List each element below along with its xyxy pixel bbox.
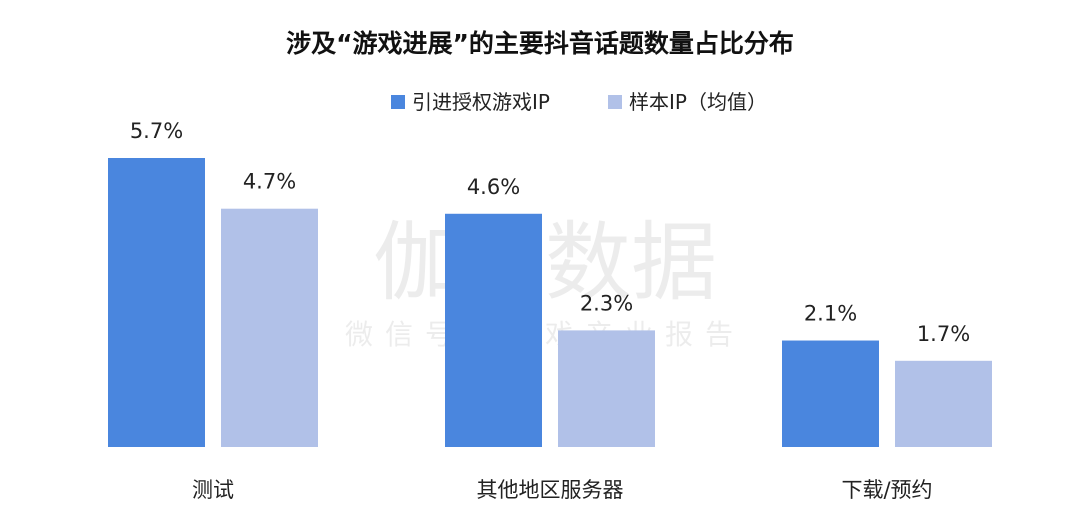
legend-item-series-2: 样本IP（均值）: [608, 90, 767, 114]
category-label-1: 测试: [192, 478, 234, 502]
bar-2-3: [895, 360, 992, 447]
value-label-1-2: 4.6%: [467, 175, 520, 199]
category-labels-group: 测试 其他地区服务器 下载/预约: [192, 478, 933, 502]
legend-label-series-2: 样本IP（均值）: [629, 90, 767, 114]
watermark-sub-text: 微信号：游戏产业报告: [345, 318, 745, 351]
legend: 引进授权游戏IP 样本IP（均值）: [391, 90, 767, 114]
bars-group: [108, 158, 992, 447]
category-label-3: 下载/预约: [841, 478, 932, 502]
chart-title: 涉及“游戏进展”的主要抖音话题数量占比分布: [286, 29, 794, 58]
bar-1-3: [782, 340, 879, 447]
watermark: 伽马数据 微信号：游戏产业报告: [345, 213, 745, 351]
legend-swatch-series-2: [608, 95, 622, 109]
bar-1-1: [108, 158, 205, 447]
bar-1-2: [445, 213, 542, 447]
value-label-2-1: 4.7%: [243, 170, 296, 194]
legend-swatch-series-1: [391, 95, 405, 109]
bar-2-1: [221, 208, 318, 447]
category-label-2: 其他地区服务器: [477, 478, 624, 502]
value-label-2-3: 1.7%: [917, 322, 970, 346]
bar-2-2: [558, 330, 655, 447]
value-labels-group: 5.7% 4.7% 4.6% 2.3% 2.1% 1.7%: [130, 119, 970, 346]
value-label-2-2: 2.3%: [580, 291, 633, 315]
legend-label-series-1: 引进授权游戏IP: [412, 90, 550, 114]
legend-item-series-1: 引进授权游戏IP: [391, 90, 550, 114]
value-label-1-3: 2.1%: [804, 302, 857, 326]
watermark-main-text: 伽马数据: [373, 213, 717, 313]
value-label-1-1: 5.7%: [130, 119, 183, 143]
